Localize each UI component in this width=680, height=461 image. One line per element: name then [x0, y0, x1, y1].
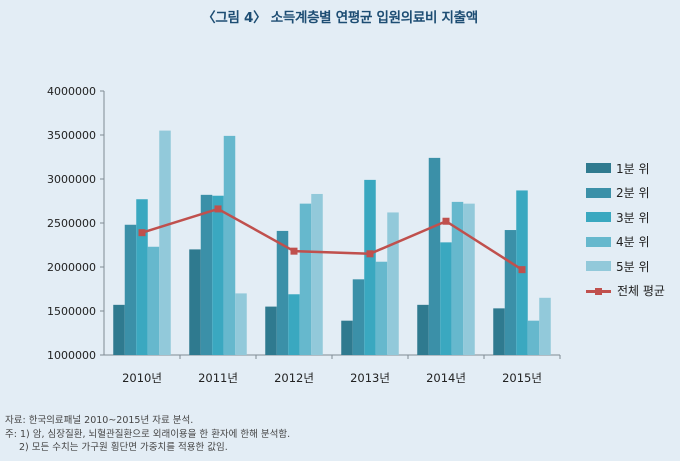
axis-labels: 1000000 1500000 2000000 2500000 3000000 35000…	[47, 85, 542, 385]
bar	[113, 304, 125, 355]
legend-swatch-q1	[586, 163, 611, 174]
y-tick-label: 2500000	[47, 217, 96, 230]
legend-label-q4: 4분 위	[616, 235, 650, 250]
average-point	[366, 250, 374, 258]
bar	[288, 294, 300, 355]
note-source: 자료: 한국의료패널 2010~2015년 자료 분석.	[5, 415, 194, 426]
legend-item-average: 전체 평균	[586, 279, 665, 304]
x-tick-label: 2015년	[502, 371, 542, 385]
legend-label-q5: 5분 위	[616, 259, 650, 274]
y-tick-label: 4000000	[47, 85, 96, 98]
bar	[212, 195, 224, 355]
note-1: 주: 1) 암, 심장질환, 뇌혈관질환으로 외래이용을 한 환자에 한해 분석…	[5, 428, 291, 440]
bar	[440, 242, 452, 355]
x-tick-label: 2014년	[426, 371, 466, 385]
chart-title: 〈그림 4〉 소득계층별 연평균 입원의료비 지출액	[202, 10, 478, 26]
bar	[463, 203, 475, 355]
y-tick-label: 2000000	[47, 261, 96, 274]
bar	[539, 297, 551, 355]
note-2: 2) 모든 수치는 가구원 횡단면 가중치를 적용한 값임.	[19, 442, 228, 453]
legend-label-q3: 3분 위	[616, 210, 650, 225]
bar	[200, 194, 213, 355]
legend-item-q3: 3분 위	[586, 205, 665, 230]
average-line	[138, 205, 526, 274]
bar	[504, 230, 517, 355]
average-point	[138, 229, 146, 237]
bar	[265, 306, 277, 355]
legend-swatch-q4	[586, 236, 611, 247]
legend-item-q1: 1분 위	[586, 156, 665, 181]
x-tick-label: 2012년	[274, 371, 314, 385]
x-tick-label: 2010년	[122, 371, 162, 385]
bar	[341, 320, 353, 355]
y-tick-label: 3000000	[47, 173, 96, 186]
bar	[451, 201, 464, 355]
average-point	[518, 266, 526, 274]
bar	[159, 130, 171, 355]
y-tick-label: 3500000	[47, 129, 96, 142]
legend-swatch-q5	[586, 261, 611, 272]
legend-item-q4: 4분 위	[586, 230, 665, 255]
bar	[527, 320, 540, 355]
bar	[235, 293, 247, 355]
average-point	[214, 205, 222, 213]
bars	[113, 130, 551, 355]
legend-label-q1: 1분 위	[616, 161, 650, 176]
bar	[124, 224, 137, 355]
bar	[364, 179, 376, 355]
legend-item-q2: 2분 위	[586, 181, 665, 206]
x-tick-label: 2011년	[198, 371, 238, 385]
bar	[223, 135, 236, 355]
bar	[387, 212, 399, 355]
y-tick-label: 1500000	[47, 305, 96, 318]
bar	[493, 308, 505, 355]
bar	[311, 193, 323, 355]
bar	[428, 157, 441, 355]
legend-label-q2: 2분 위	[616, 186, 650, 201]
legend: 1분 위 2분 위 3분 위 4분 위 5분 위 전체 평균	[586, 156, 665, 303]
legend-label-average: 전체 평균	[617, 284, 665, 299]
source-notes: 자료: 한국의료패널 2010~2015년 자료 분석. 주: 1) 암, 심장…	[5, 414, 290, 455]
bar	[147, 246, 160, 355]
bar	[136, 199, 148, 355]
bar	[299, 203, 312, 355]
average-line-path	[141, 207, 523, 271]
bar	[417, 304, 429, 355]
axes	[100, 90, 561, 359]
average-point	[290, 247, 298, 255]
average-point	[442, 217, 450, 225]
legend-item-q5: 5분 위	[586, 254, 665, 279]
x-tick-label: 2013년	[350, 371, 390, 385]
bar	[352, 279, 365, 355]
bar	[189, 249, 201, 355]
y-tick-label: 1000000	[47, 349, 96, 362]
bar	[276, 230, 289, 355]
legend-swatch-average	[586, 286, 611, 296]
legend-swatch-q3	[586, 212, 611, 223]
bar	[375, 261, 388, 355]
legend-swatch-q2	[586, 187, 611, 198]
